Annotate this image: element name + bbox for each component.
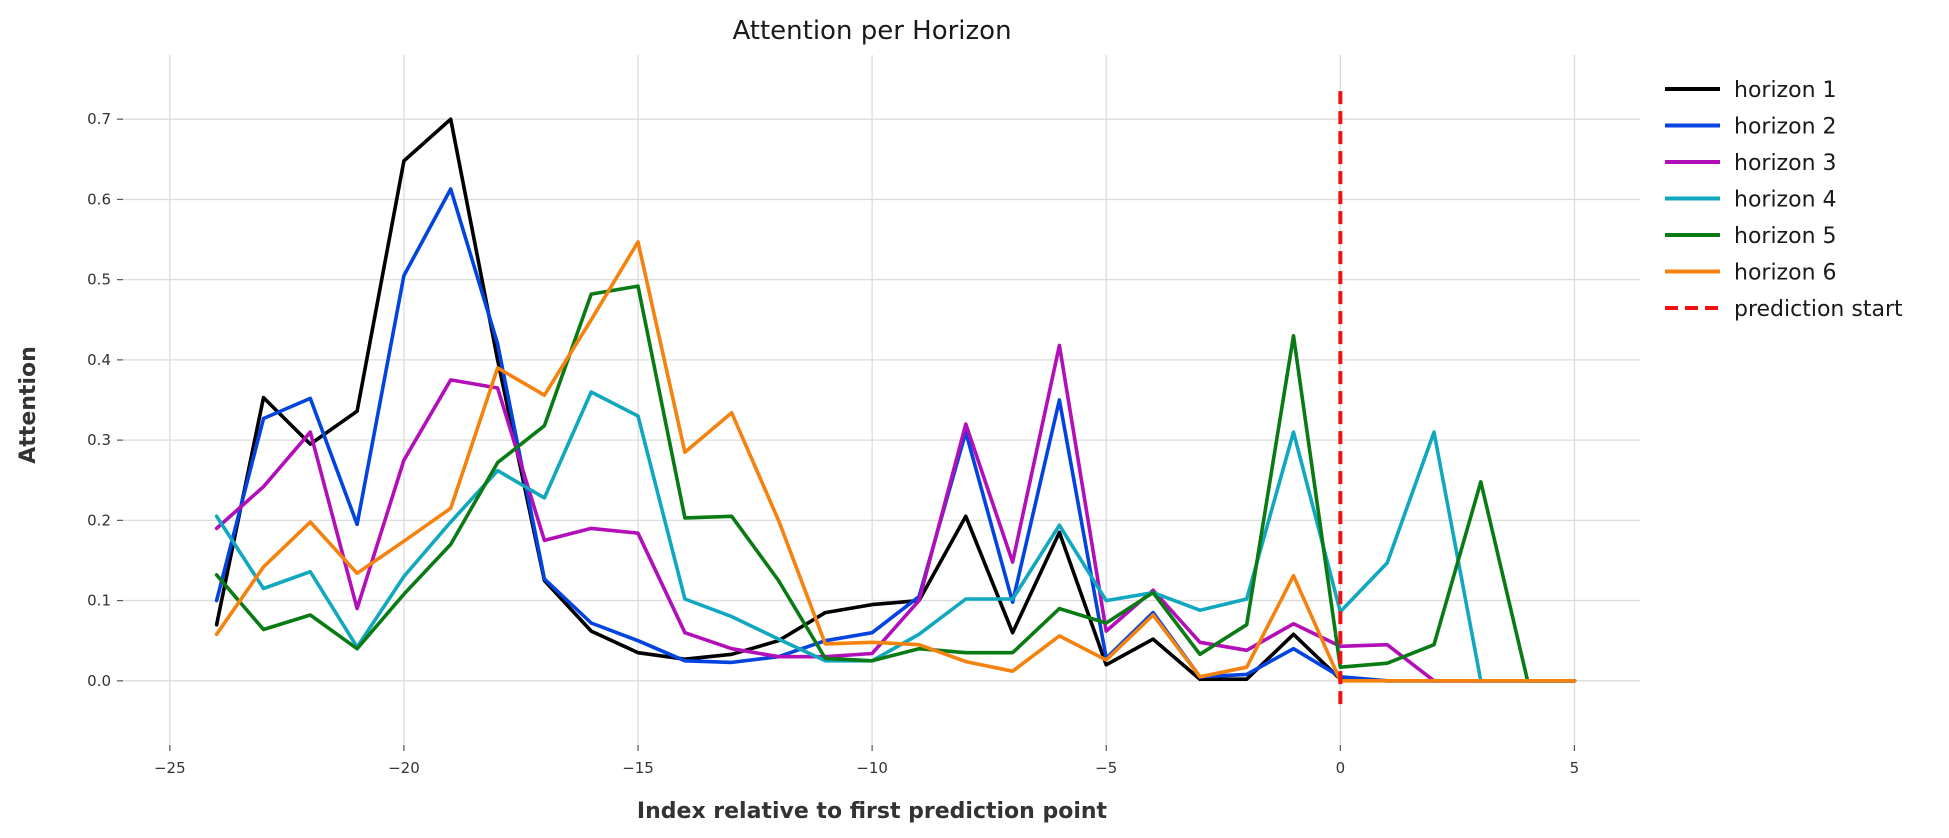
y-tick-label: 0.3 [87,431,111,449]
series-line-horizon-4 [214,390,1577,683]
legend-label: horizon 4 [1734,188,1837,213]
legend-label: prediction start [1734,297,1903,322]
y-tick-label: 0.0 [87,672,111,690]
y-tick-label: 0.7 [87,110,111,128]
x-tick-label: −25 [154,759,186,777]
legend-label: horizon 5 [1734,224,1837,249]
series-line-horizon-2 [214,187,1577,683]
legend-label: horizon 1 [1734,78,1837,103]
y-tick-label: 0.5 [87,271,111,289]
x-tick-label: 5 [1570,759,1580,777]
legend-label: horizon 6 [1734,261,1837,286]
series-line-horizon-6 [214,240,1577,683]
x-axis-title: Index relative to first prediction point [637,799,1108,824]
y-tick-label: 0.4 [87,351,111,369]
series-line-horizon-5 [214,284,1577,683]
x-tick-label: −20 [388,759,420,777]
y-tick-label: 0.1 [87,592,111,610]
legend-label: horizon 3 [1734,151,1837,176]
chart-title: Attention per Horizon [732,16,1011,46]
x-tick-label: −10 [856,759,888,777]
y-tick-label: 0.6 [87,190,111,208]
y-tick-label: 0.2 [87,511,111,529]
y-axis-title: Attention [16,346,41,463]
x-tick-label: 0 [1336,759,1346,777]
legend: horizon 1 horizon 2 horizon 3 horizon 4 hori… [1665,78,1903,322]
x-tick-label: −15 [622,759,654,777]
series-lines [214,117,1577,683]
series-line-horizon-1 [214,117,1577,683]
y-axis: 0.0 0.1 0.2 0.3 0.4 0.5 0.6 0.7 [87,110,123,690]
series-line-horizon-3 [214,343,1577,683]
legend-label: horizon 2 [1734,115,1837,140]
x-tick-label: −5 [1095,759,1117,777]
x-axis: −25 −20 −15 −10 −5 0 5 [154,745,1579,777]
